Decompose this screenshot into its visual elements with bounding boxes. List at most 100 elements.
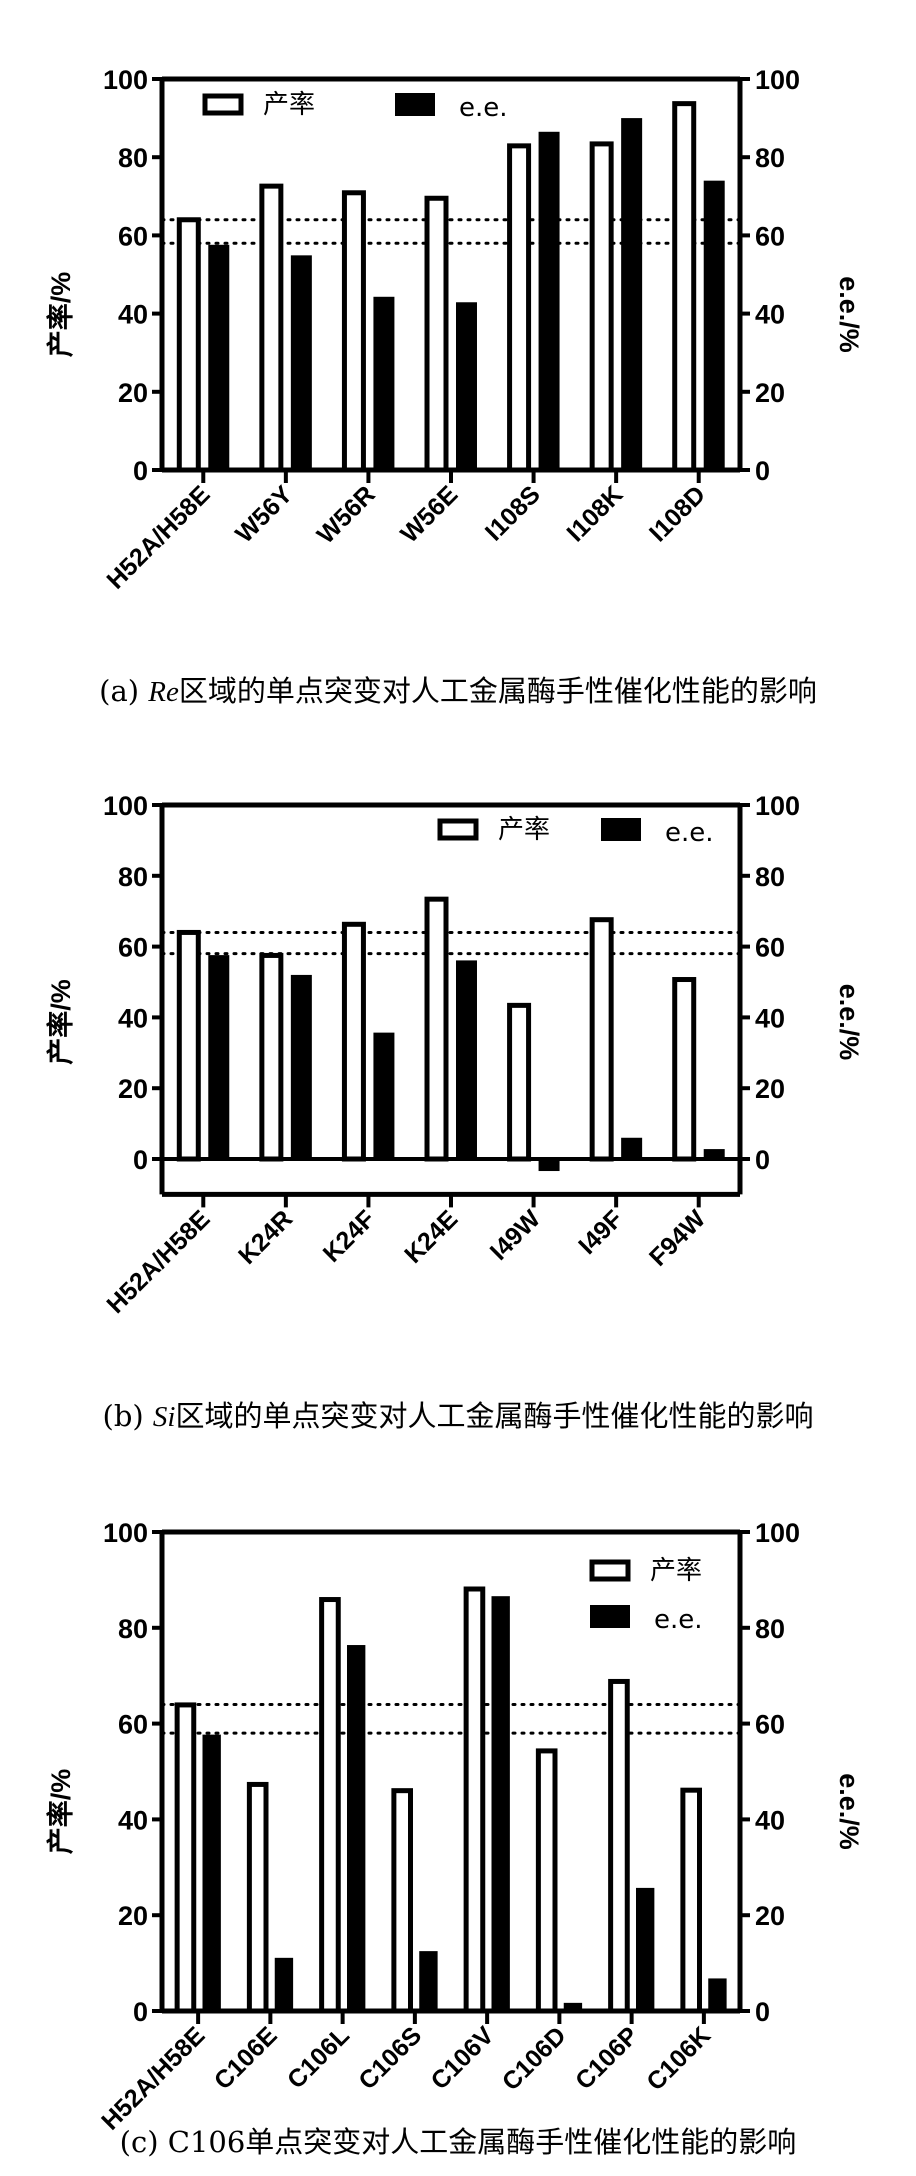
x-tick-label: C106P: [570, 2021, 644, 2095]
bar-ee-I108D: [703, 180, 725, 470]
y-tick-label-left: 20: [118, 378, 148, 408]
bar-ee-H52A/H58E: [208, 955, 230, 1159]
y-tick-label-right: 40: [755, 1805, 785, 1835]
figure-caption: (c) C106单点突变对人工金属酶手性催化性能的影响: [0, 2119, 916, 2161]
bar-yield-I108S: [507, 143, 532, 473]
y-tick-label-right: 40: [755, 300, 785, 330]
legend-ee-label: e.e.: [654, 1605, 703, 1635]
y-tick-label-left: 40: [118, 1805, 148, 1835]
bar-yield-W56R: [341, 190, 366, 473]
bar-ee-C106E: [274, 1957, 294, 2011]
x-tick-label: I49F: [573, 1205, 628, 1260]
y-tick-label-right: 80: [755, 143, 785, 173]
caption-region: Si: [152, 1401, 176, 1433]
chart-a: H52A/H58E W56Y W56R W56E I108S I108K I108D 0 0 20…: [45, 65, 864, 595]
y-axis-label-right: e.e./%: [834, 984, 864, 1061]
bar-yield-C106E: [246, 1781, 269, 2014]
y-axis-label-right: e.e./%: [834, 1773, 864, 1850]
y-tick-label-left: 0: [133, 456, 148, 486]
x-tick-label: C106L: [282, 2021, 355, 2094]
bar-ee-I49W: [538, 1159, 560, 1172]
x-tick-label: F94W: [644, 1205, 711, 1272]
bar-yield-F94W: [672, 977, 697, 1162]
bar-ee-F94W: [703, 1149, 725, 1159]
legend-yield-label: 产率: [498, 815, 550, 845]
y-tick-label-left: 60: [118, 933, 148, 963]
legend-ee-label: e.e.: [459, 93, 508, 123]
legend-yield-swatch: [437, 818, 479, 841]
bar-ee-C106P: [635, 1887, 655, 2011]
y-tick-label-right: 0: [755, 1997, 770, 2027]
y-tick-label-right: 100: [755, 791, 800, 821]
legend-yield-label: 产率: [650, 1556, 702, 1586]
bar-yield-I108D: [672, 101, 697, 473]
x-tick-label: K24E: [399, 1205, 463, 1269]
bar-yield-C106S: [391, 1788, 414, 2014]
chart-b: H52A/H58E K24R K24F K24E I49W I49F F94W 0 0 20 20 4…: [45, 791, 864, 1319]
bar-yield-C106P: [608, 1678, 630, 2014]
y-tick-label-left: 20: [118, 1901, 148, 1931]
bar-ee-K24R: [290, 974, 312, 1159]
y-tick-label-left: 0: [133, 1145, 148, 1175]
bar-ee-C106L: [346, 1645, 366, 2011]
y-axis-label-left: 产率/%: [45, 1769, 76, 1855]
legend-yield-swatch: [202, 93, 244, 116]
bar-yield-W56Y: [259, 183, 284, 473]
bar-ee-C106D: [563, 2002, 583, 2011]
y-tick-label-right: 0: [755, 456, 770, 486]
bar-yield-I108K: [589, 141, 614, 473]
x-tick-label: W56R: [312, 480, 381, 549]
y-tick-label-right: 60: [755, 221, 785, 251]
bar-ee-I108K: [621, 118, 643, 470]
y-tick-label-left: 60: [118, 221, 148, 251]
bar-yield-K24E: [424, 896, 449, 1162]
bar-ee-K24F: [373, 1032, 395, 1159]
bar-ee-H52A/H58E: [208, 244, 230, 470]
bar-yield-H52A/H58E: [176, 217, 201, 473]
caption-label: (c): [119, 2125, 168, 2159]
x-tick-label: W56E: [395, 480, 463, 548]
x-tick-label: H52A/H58E: [101, 1205, 215, 1319]
y-tick-label-right: 20: [755, 1074, 785, 1104]
x-tick-label: C106S: [353, 2021, 427, 2095]
bar-yield-W56E: [424, 195, 449, 473]
y-tick-label-left: 100: [103, 65, 148, 95]
y-tick-label-left: 0: [133, 1997, 148, 2027]
y-axis-label-left: 产率/%: [45, 979, 76, 1065]
caption-text: 区域的单点突变对人工金属酶手性催化性能的影响: [178, 674, 817, 708]
bar-ee-K24E: [455, 960, 477, 1159]
x-tick-label: I108S: [480, 480, 546, 546]
bar-ee-C106V: [491, 1596, 510, 2011]
bar-ee-C106S: [419, 1951, 438, 2011]
x-tick-label: K24R: [233, 1205, 298, 1270]
bar-ee-I108S: [538, 131, 560, 470]
y-tick-label-right: 60: [755, 933, 785, 963]
figure-caption: (a) Re区域的单点突变对人工金属酶手性催化性能的影响: [0, 668, 916, 710]
x-tick-label: C106K: [641, 2021, 716, 2096]
y-tick-label-right: 100: [755, 1518, 800, 1548]
y-tick-label-right: 100: [755, 65, 800, 95]
bar-ee-W56R: [373, 296, 395, 470]
caption-region: Re: [148, 676, 179, 708]
bar-yield-H52A/H58E: [176, 929, 201, 1162]
y-tick-label-left: 40: [118, 300, 148, 330]
bar-yield-C106L: [319, 1597, 341, 2014]
y-tick-label-right: 40: [755, 1003, 785, 1033]
bar-yield-I49F: [589, 917, 614, 1162]
x-tick-label: I108K: [561, 480, 628, 547]
caption-text: 区域的单点突变对人工金属酶手性催化性能的影响: [175, 1399, 814, 1433]
x-tick-label: C106D: [497, 2021, 572, 2096]
y-tick-label-left: 60: [118, 1710, 148, 1740]
y-tick-label-left: 20: [118, 1074, 148, 1104]
y-tick-label-left: 80: [118, 1614, 148, 1644]
bar-yield-H52A/H58E: [174, 1702, 197, 2014]
caption-text: C106单点突变对人工金属酶手性催化性能的影响: [167, 2125, 797, 2159]
bar-yield-I49W: [507, 1002, 532, 1162]
bar-ee-C106K: [708, 1978, 727, 2011]
bar-ee-W56E: [455, 302, 477, 470]
y-tick-label-right: 80: [755, 862, 785, 892]
caption-label: (a): [99, 674, 149, 708]
y-tick-label-right: 20: [755, 1901, 785, 1931]
legend-ee-swatch: [590, 1605, 630, 1628]
